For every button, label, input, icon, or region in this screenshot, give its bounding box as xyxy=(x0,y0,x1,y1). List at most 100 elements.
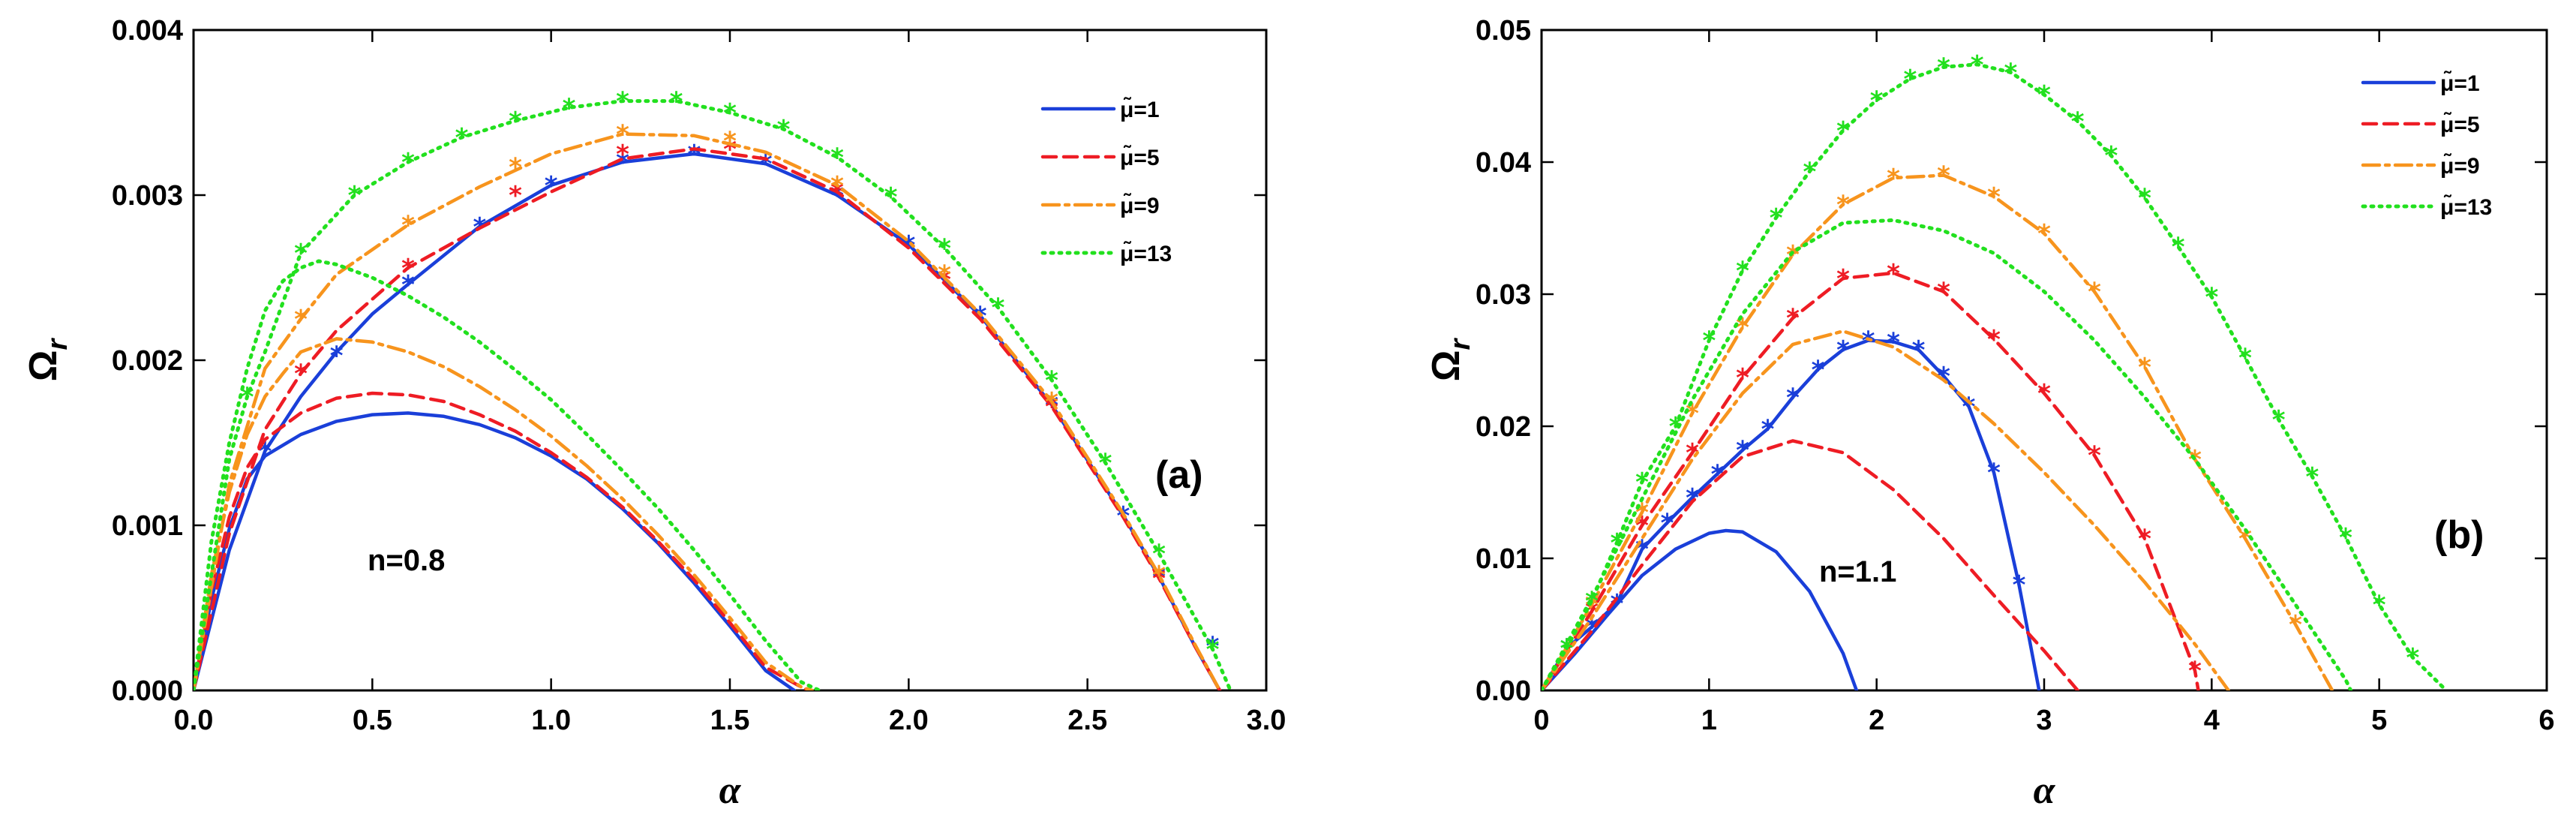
y-tick-label: 0.02 xyxy=(1476,411,1531,443)
series-2-upper-line xyxy=(1542,173,2334,690)
series-0-marker: * xyxy=(687,140,701,170)
series-3-marker: * xyxy=(1937,53,1950,83)
series-3-marker: * xyxy=(2305,462,2319,492)
x-tick-label: 3 xyxy=(2036,705,2052,736)
annotation-n: n=1.1 xyxy=(1819,555,1896,588)
series-3-upper-line xyxy=(1542,62,2448,690)
y-tick-label: 0.001 xyxy=(112,510,183,542)
series-3-marker: * xyxy=(2071,107,2085,137)
series-1-marker: * xyxy=(294,359,308,389)
series-3-marker: * xyxy=(2104,141,2118,171)
series-2-marker: * xyxy=(1836,190,1850,220)
series-1-marker: * xyxy=(2037,379,2051,409)
series-2-lower-line xyxy=(194,337,814,690)
y-tick-label: 0.05 xyxy=(1476,15,1531,47)
series-2-marker: * xyxy=(1152,561,1166,591)
x-tick-label: 6 xyxy=(2538,705,2554,736)
chart-panel-1: 0 1 2 3 4 5 60.000.010.020.030.040.05αΩr******… xyxy=(1425,15,2555,812)
series-0-marker: * xyxy=(1887,327,1900,357)
series-0-marker: * xyxy=(1836,335,1850,365)
x-tick-label: 2.5 xyxy=(1067,705,1107,736)
series-2-marker: * xyxy=(723,126,737,156)
series-0-marker: * xyxy=(1786,383,1800,413)
series-1-marker: * xyxy=(1836,264,1850,294)
legend-label: μ̃=1 xyxy=(2440,71,2480,96)
series-2-marker: * xyxy=(1736,313,1749,343)
series-2-marker: * xyxy=(1585,591,1599,621)
series-3-marker: * xyxy=(2406,643,2419,673)
series-3-marker: * xyxy=(2238,343,2252,373)
x-tick-label: 0.0 xyxy=(174,705,214,736)
legend-label: μ̃=9 xyxy=(1120,193,1160,218)
series-3-marker: * xyxy=(938,233,951,263)
series-1-marker: * xyxy=(2138,525,2151,555)
series-0-marker: * xyxy=(330,341,344,371)
series-2-marker: * xyxy=(401,211,415,241)
series-2-marker: * xyxy=(2289,610,2302,640)
y-tick-label: 0.004 xyxy=(112,15,183,47)
legend-label: μ̃=9 xyxy=(2440,153,2480,179)
series-1-lower-line xyxy=(1542,439,2079,690)
series-3-marker: * xyxy=(2373,591,2386,621)
series-3-marker: * xyxy=(1870,86,1884,116)
series-2-marker: * xyxy=(1635,498,1649,528)
series-3-lower-line xyxy=(1542,218,2353,690)
series-3-marker: * xyxy=(2272,405,2286,435)
series-3-marker: * xyxy=(1585,586,1599,616)
y-tick-label: 0.002 xyxy=(112,345,183,377)
series-0-marker: * xyxy=(616,148,629,178)
x-tick-label: 1.5 xyxy=(710,705,750,736)
y-tick-label: 0.000 xyxy=(112,675,183,707)
series-3: ****** * * * ********** xyxy=(194,87,1232,690)
y-axis-label-sub: r xyxy=(42,338,74,350)
series-3-marker: * xyxy=(2172,233,2185,263)
x-tick-label: 0.5 xyxy=(353,705,392,736)
y-axis-label: Ωr xyxy=(1425,338,1476,382)
series-0-marker: * xyxy=(2013,570,2026,600)
series-2-marker: * xyxy=(1887,164,1900,194)
series-3-marker: * xyxy=(1611,528,1624,558)
series-3-marker: * xyxy=(1099,448,1112,478)
annotation-n: n=0.8 xyxy=(368,544,445,577)
series-1-marker: * xyxy=(2188,657,2202,687)
series-2-marker: * xyxy=(1786,240,1800,270)
series-3-marker: * xyxy=(1560,634,1574,664)
x-tick-label: 1.0 xyxy=(531,705,571,736)
series-2-marker: * xyxy=(2088,277,2101,307)
series-3-marker: * xyxy=(509,107,522,137)
series-1-upper-line xyxy=(1542,271,2200,690)
legend-label: μ̃=1 xyxy=(1120,97,1160,122)
series-1-marker: * xyxy=(616,140,629,170)
series-2: ******* ******** xyxy=(1542,161,2334,690)
series-3-marker: * xyxy=(455,123,469,153)
x-tick-label: 1 xyxy=(1701,705,1717,736)
series-0: ************ * * ***** xyxy=(1542,326,2041,690)
y-tick-label: 0.04 xyxy=(1476,147,1531,179)
y-axis-label-main: Ω xyxy=(1425,350,1468,382)
series-2: **** ***** xyxy=(194,120,1222,690)
series-3-marker: * xyxy=(616,87,629,117)
series-2-marker: * xyxy=(938,260,951,290)
series-0: ****** * ******** xyxy=(194,140,1222,690)
series-1-marker: * xyxy=(2088,441,2101,471)
series-3-marker: * xyxy=(2205,283,2218,313)
series-0-marker: * xyxy=(1761,415,1775,445)
series-3-marker: * xyxy=(884,182,898,212)
legend-label: μ̃=13 xyxy=(2440,194,2492,220)
series-3-marker: * xyxy=(1903,65,1917,95)
series-3-marker: * xyxy=(2037,80,2051,110)
series-3-marker: * xyxy=(2339,523,2352,553)
x-axis-label: α xyxy=(719,769,742,812)
series-3-marker: * xyxy=(1635,468,1649,498)
series-3-marker: * xyxy=(1803,157,1816,187)
y-axis-label: Ωr xyxy=(22,338,74,382)
series-1-marker: * xyxy=(1786,304,1800,334)
series-2-marker: * xyxy=(2188,445,2202,475)
series-0-marker: * xyxy=(830,181,844,211)
series-0-marker: * xyxy=(1711,459,1725,489)
y-axis-label-main: Ω xyxy=(22,350,65,382)
series-3-marker: * xyxy=(1152,539,1166,569)
series-1-lower-line xyxy=(194,391,811,690)
series-0-marker: * xyxy=(1812,355,1825,385)
